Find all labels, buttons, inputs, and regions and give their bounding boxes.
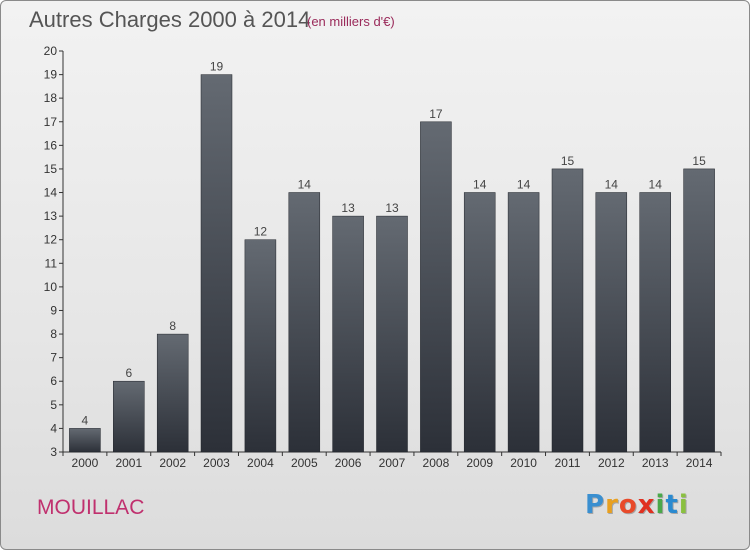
x-tick-label: 2009: [466, 456, 493, 470]
x-tick-label: 2014: [686, 456, 713, 470]
x-tick-label: 2011: [555, 456, 581, 470]
y-tick-label: 14: [44, 186, 58, 200]
y-tick-label: 12: [44, 233, 58, 247]
logo-letter: i: [655, 490, 666, 520]
logo-letter: o: [618, 490, 638, 520]
logo-letter: P: [585, 490, 606, 520]
bar: [551, 168, 584, 453]
bar: [156, 333, 189, 453]
data-label: 8: [169, 319, 176, 333]
commune-name: MOUILLAC: [37, 496, 145, 519]
x-tick-label: 2004: [247, 456, 274, 470]
y-tick-label: 9: [50, 303, 57, 317]
y-tick-label: 19: [44, 68, 58, 82]
x-tick-label: 2006: [335, 456, 362, 470]
data-label: 6: [125, 366, 132, 380]
logo-letter: x: [637, 490, 656, 520]
data-label: 14: [605, 178, 619, 192]
bar: [595, 192, 628, 453]
logo-letter: r: [605, 490, 619, 520]
y-tick-label: 11: [45, 256, 58, 270]
y-tick-label: 10: [44, 280, 58, 294]
x-tick-label: 2007: [379, 456, 406, 470]
chart-labels: 2000 4 2001 6 2002 8 2003 19 2004 12 2005 14 2006 13 2…: [72, 60, 713, 470]
y-tick-label: 3: [50, 445, 57, 459]
bar: [69, 428, 101, 453]
x-tick-label: 2013: [642, 456, 669, 470]
x-tick-label: 2008: [423, 456, 450, 470]
data-label: 12: [254, 225, 268, 239]
y-tick-label: 6: [50, 374, 57, 388]
logo-letter: t: [665, 490, 679, 520]
x-tick-label: 2012: [598, 456, 625, 470]
unit-note: (en milliers d'€): [307, 14, 395, 29]
y-tick-label: 5: [50, 398, 57, 412]
data-label: 4: [82, 413, 89, 427]
bar: [420, 121, 452, 453]
bar: [332, 215, 364, 453]
data-label: 17: [429, 107, 443, 121]
bar: [288, 192, 321, 453]
x-tick-label: 2005: [291, 456, 318, 470]
data-label: 13: [385, 201, 399, 215]
x-tick-label: 2003: [203, 456, 230, 470]
bar: [639, 192, 671, 453]
bar: [376, 215, 408, 453]
logo-letter: i: [678, 490, 689, 520]
data-label: 15: [561, 154, 575, 168]
proxiti-logo: Proxiti: [585, 490, 689, 520]
data-label: 14: [517, 178, 531, 192]
x-tick-label: 2010: [510, 456, 537, 470]
y-tick-label: 15: [44, 162, 58, 176]
y-tick-label: 16: [44, 138, 58, 152]
bar: [244, 239, 277, 453]
bar: [113, 380, 145, 453]
data-label: 14: [473, 178, 487, 192]
x-tick-label: 2000: [72, 456, 99, 470]
y-tick-label: 4: [50, 421, 57, 435]
data-label: 13: [341, 201, 355, 215]
bar: [463, 192, 496, 453]
bar: [507, 192, 540, 453]
data-label: 14: [298, 178, 312, 192]
y-tick-label: 18: [44, 91, 58, 105]
chart-title: Autres Charges 2000 à 2014: [29, 7, 311, 32]
x-tick-label: 2001: [115, 456, 142, 470]
y-tick-label: 13: [44, 209, 58, 223]
y-tick-label: 7: [50, 351, 57, 365]
bar: [200, 74, 233, 453]
x-tick-label: 2002: [159, 456, 186, 470]
data-label: 19: [210, 60, 224, 74]
bar: [683, 168, 715, 453]
data-label: 14: [649, 178, 663, 192]
y-tick-label: 20: [44, 44, 58, 58]
chart-bars: [69, 74, 715, 453]
y-tick-label: 8: [50, 327, 57, 341]
y-tick-label: 17: [44, 115, 58, 129]
data-label: 15: [692, 154, 706, 168]
